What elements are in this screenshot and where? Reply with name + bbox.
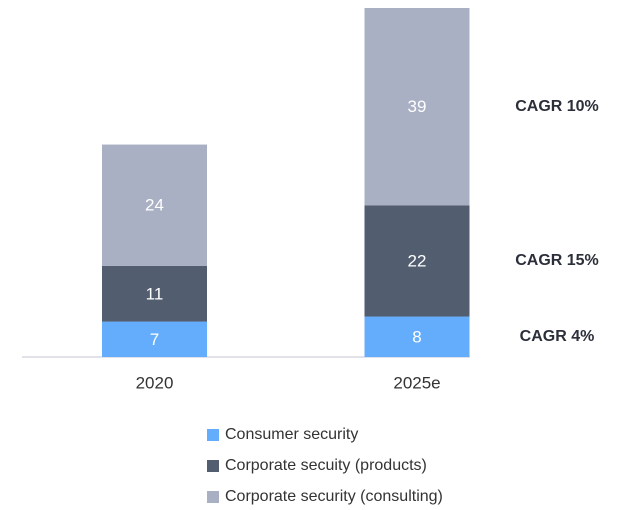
bar-segment [364, 205, 470, 317]
annotation: CAGR 4% [520, 328, 595, 345]
bar-segment [364, 316, 470, 357]
bar-segment [102, 144, 207, 266]
bar-segment [364, 8, 470, 206]
value-label: 11 [146, 284, 164, 303]
value-label: 22 [408, 251, 427, 270]
legend-swatch [207, 460, 219, 472]
legend-label: Corporate security (consulting) [225, 488, 443, 505]
legend-label: Corporate secuity (products) [225, 457, 427, 474]
bar-segment [102, 321, 207, 357]
x-tick-label: 2025e [393, 373, 440, 392]
legend-swatch [207, 491, 219, 503]
legend-swatch [207, 429, 219, 441]
annotation: CAGR 10% [515, 98, 599, 115]
value-label: 7 [150, 330, 159, 349]
value-label: 24 [145, 196, 164, 215]
legend-label: Consumer security [225, 426, 358, 443]
bar-segment [102, 265, 207, 322]
value-label: 8 [412, 327, 421, 346]
x-tick-label: 2020 [136, 373, 174, 392]
annotation: CAGR 15% [515, 252, 599, 269]
value-label: 39 [408, 97, 427, 116]
